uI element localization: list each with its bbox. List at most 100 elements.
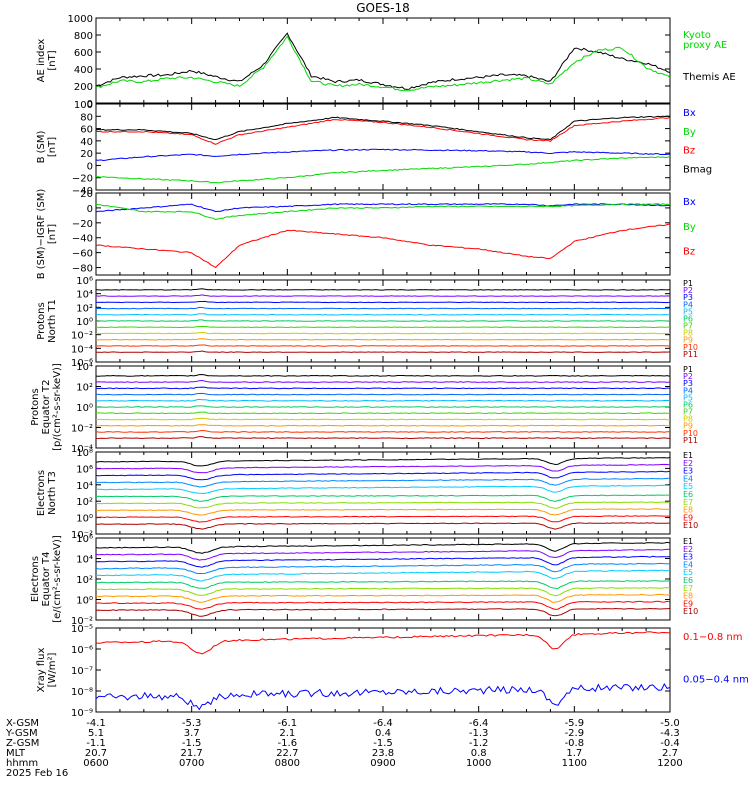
legend-label: P9 [683, 336, 693, 345]
y-tick-label: 1000 [68, 14, 93, 25]
series-line-e10 [95, 607, 671, 617]
series-line-e9 [95, 515, 670, 523]
footer-row-name: hhmm [6, 758, 38, 769]
legend-label: Bmag [683, 165, 712, 176]
series-line-p8 [95, 417, 671, 421]
series-line-by [95, 156, 671, 184]
y-tick-label: 10⁶ [76, 276, 93, 287]
legend-label: Bx [683, 197, 696, 208]
legend-label: P3 [683, 379, 693, 388]
legend-label: P3 [683, 293, 693, 302]
legend-label: 0.1−0.8 nm [683, 632, 742, 643]
legend-label: P8 [683, 329, 693, 338]
y-axis-label: [nT] [47, 50, 58, 70]
panel-6: 10⁸ 10⁶ 10⁴ 10² 10⁰ 10⁻² Electrons North T3 E1E2… [36, 448, 698, 541]
y-tick-label: 20 [80, 189, 93, 200]
y-tick-label: 60 [80, 125, 93, 136]
series-line-e8 [95, 593, 671, 603]
footer-value: -0.8 [565, 738, 585, 749]
footer-value: 2.7 [662, 748, 678, 759]
legend-label: E7 [683, 584, 693, 593]
footer-value: -0.4 [660, 738, 680, 749]
y-axis-label: AE index [36, 39, 47, 83]
series-line-p3 [95, 386, 671, 390]
legend-label: Bz [683, 146, 695, 157]
series-line-e4 [95, 477, 671, 488]
legend-label: P5 [683, 393, 693, 402]
y-axis-label: Electrons [30, 556, 41, 602]
y-tick-label: −20 [72, 174, 93, 185]
y-tick-label: 10⁶ [76, 534, 93, 545]
legend-label: P7 [683, 322, 693, 331]
series-line-e9 [95, 600, 671, 610]
series-line-p11 [95, 350, 671, 353]
y-tick-label: 10⁻⁴ [71, 444, 93, 455]
legend-label: P8 [683, 415, 693, 424]
legend-label: Bz [683, 247, 695, 258]
legend-label: E1 [683, 537, 693, 546]
footer-value: -5.3 [182, 718, 202, 729]
footer-value: 20.7 [85, 748, 107, 759]
legend-label: P4 [683, 300, 693, 309]
series-line-kyoto-proxy-ae [95, 35, 671, 92]
series-line-e10 [95, 522, 671, 530]
legend-label: E3 [683, 553, 693, 562]
series-line-p7 [96, 411, 671, 415]
y-tick-label: −40 [72, 186, 93, 197]
y-axis-label: B (SM)−IGRF (SM) [36, 189, 47, 280]
y-tick-label: 100 [74, 100, 93, 111]
footer-value: -5.0 [660, 718, 680, 729]
legend-label: P1 [683, 279, 693, 288]
series-line-e2 [95, 548, 671, 561]
legend-label: Bx [683, 108, 696, 119]
series-line-e6 [95, 580, 671, 589]
y-axis-label: [e/(cm²-s-sr-keV)] [52, 535, 63, 623]
series-line-p5 [96, 313, 671, 316]
y-tick-label: 10⁴ [76, 362, 93, 373]
legend-label: E5 [683, 482, 693, 491]
legend-label: P2 [683, 372, 693, 381]
legend-label: P10 [683, 343, 698, 352]
legend-label: P10 [683, 429, 698, 438]
legend-label: E4 [683, 474, 693, 483]
series-line-p10 [95, 344, 671, 347]
series-line-p6 [95, 405, 670, 408]
footer-value: 0.4 [375, 728, 391, 739]
legend-label: P1 [683, 365, 693, 374]
series-line-e3 [95, 470, 671, 481]
series-line-e4 [95, 562, 671, 574]
footer-value: 1000 [466, 758, 491, 769]
series-line-0-05-0-4-nm [95, 682, 671, 711]
series-line-e5 [96, 484, 671, 494]
legend-label: E4 [683, 560, 693, 569]
series-line-p2 [95, 379, 671, 383]
series-line-p1 [95, 288, 671, 291]
y-tick-label: 10⁻² [71, 424, 93, 435]
y-tick-label: −80 [72, 264, 93, 275]
y-axis-label: [nT] [47, 224, 58, 244]
y-tick-label: 10² [76, 303, 93, 314]
y-tick-label: 0 [87, 99, 93, 110]
footer-value: -1.5 [182, 738, 202, 749]
y-tick-label: 0 [87, 161, 93, 172]
footer-value: -6.4 [373, 718, 393, 729]
series-line-e5 [96, 569, 671, 582]
footer-row-name: MLT [6, 748, 26, 759]
footer-value: 1100 [562, 758, 587, 769]
footer-value: -5.9 [565, 718, 585, 729]
y-tick-label: 10⁻⁴ [71, 344, 93, 355]
series-line-0-1-0-8-nm [95, 631, 671, 655]
y-tick-label: 10⁰ [76, 596, 93, 607]
footer-value: -1.1 [86, 738, 106, 749]
legend-label: E8 [683, 506, 693, 515]
series-line-p8 [96, 331, 671, 335]
y-axis-label: [p/(cm²-s-sr-keV)] [52, 363, 63, 451]
legend-label: P6 [683, 314, 693, 323]
series-line-by [95, 203, 671, 221]
legend-label: proxy AE [683, 40, 727, 51]
y-tick-label: 10⁻² [71, 530, 93, 541]
legend-label: P9 [683, 422, 693, 431]
footer-value: 21.7 [181, 748, 203, 759]
series-line-p4 [95, 392, 671, 396]
y-tick-label: 10⁴ [76, 290, 93, 301]
